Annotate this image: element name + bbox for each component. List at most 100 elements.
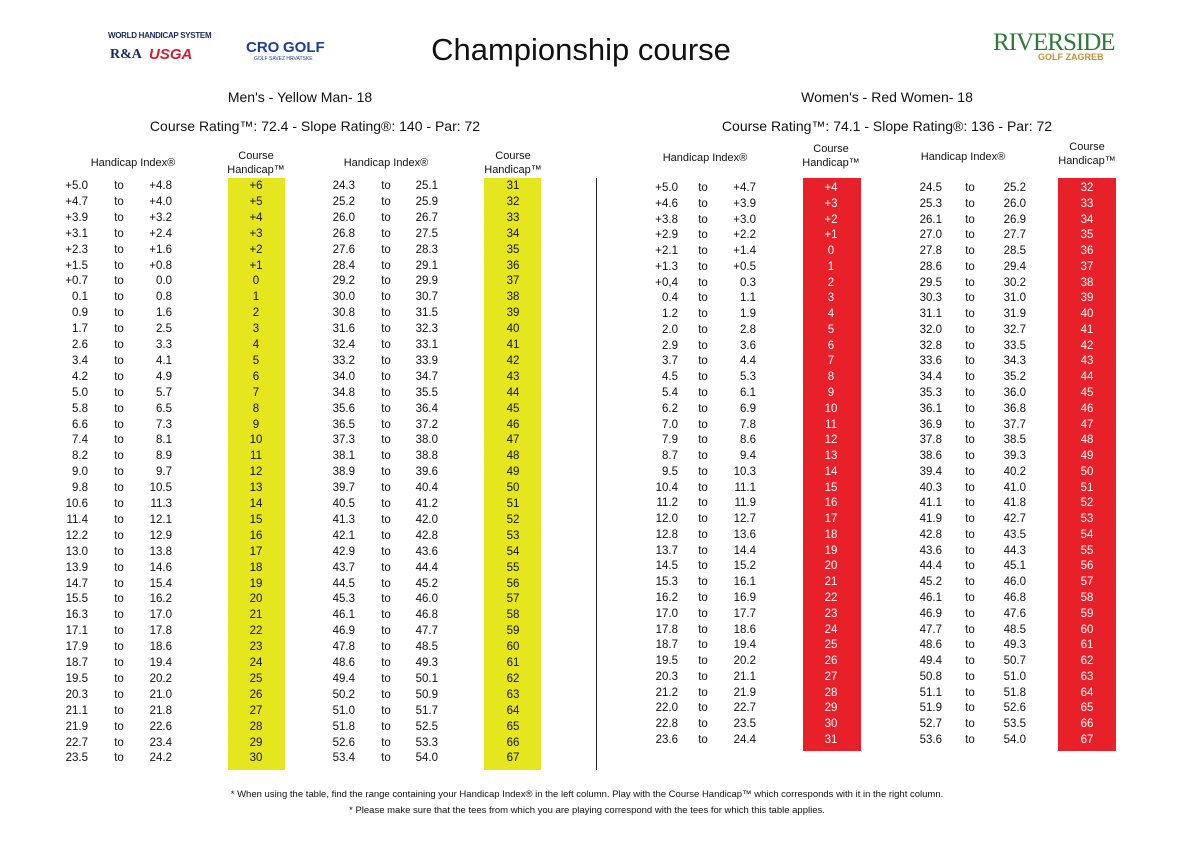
course-handicap: 47: [1080, 418, 1094, 431]
index-to: 21.9: [733, 686, 756, 699]
course-handicap: 30: [824, 718, 838, 731]
index-to: 53.5: [1003, 718, 1026, 731]
to-label: to: [698, 260, 708, 273]
course-handicap: 1: [827, 260, 835, 273]
index-from: +5.0: [655, 182, 678, 194]
course-handicap: 32: [506, 195, 520, 208]
index-to: 28.5: [1003, 245, 1026, 258]
course-handicap: 61: [506, 657, 520, 669]
index-to: 1.6: [156, 307, 172, 320]
course-handicap: 23: [824, 607, 838, 620]
course-handicap: 64: [1080, 686, 1094, 699]
course-handicap: 60: [1080, 623, 1094, 636]
index-to: 34.3: [1003, 355, 1026, 368]
index-to: 27.5: [415, 227, 438, 240]
to-label: to: [698, 197, 708, 210]
course-handicap: 10: [824, 402, 838, 415]
to-label: to: [381, 752, 391, 765]
index-from: 8.7: [662, 450, 678, 463]
course-handicap: 34: [1080, 213, 1094, 226]
index-from: 28.4: [332, 259, 355, 272]
index-to: 21.8: [149, 704, 172, 717]
course-handicap: 23: [249, 641, 263, 654]
index-from: 48.6: [332, 657, 355, 669]
index-from: 42.9: [332, 545, 355, 558]
index-from: 31.1: [919, 308, 942, 321]
course-handicap: 21: [249, 609, 263, 622]
index-to: 51.7: [415, 704, 438, 717]
to-label: to: [698, 418, 708, 431]
to-label: to: [698, 702, 708, 715]
course-handicap: 59: [506, 625, 520, 638]
to-label: to: [965, 733, 975, 746]
to-label: to: [114, 641, 124, 654]
course-handicap: 41: [1080, 323, 1094, 336]
index-to: 41.8: [1003, 497, 1026, 510]
to-label: to: [965, 465, 975, 478]
to-label: to: [965, 528, 975, 541]
ra-logo: R&A: [110, 47, 142, 62]
course-handicap: 14: [249, 498, 263, 510]
to-label: to: [381, 561, 391, 574]
to-label: to: [114, 259, 124, 272]
index-from: 32.0: [919, 323, 942, 336]
index-from: 46.1: [919, 592, 942, 605]
course-handicap: 5: [827, 323, 835, 336]
course-handicap: 45: [506, 402, 520, 415]
course-handicap: 35: [1080, 229, 1094, 242]
course-handicap: 49: [1080, 450, 1094, 463]
index-to: 6.9: [740, 402, 756, 415]
index-from: 14.7: [65, 577, 88, 590]
index-from: 33.2: [332, 354, 355, 367]
handicap-header: Course Handicap™: [227, 150, 285, 176]
index-to: 10.3: [733, 465, 756, 478]
index-from: 53.4: [332, 752, 355, 765]
index-from: 21.2: [655, 686, 678, 699]
course-handicap: 31: [506, 180, 520, 192]
index-to: 2.8: [740, 323, 756, 336]
to-label: to: [965, 497, 975, 510]
index-from: 53.6: [919, 733, 942, 746]
index-to: 36.8: [1003, 402, 1026, 415]
to-label: to: [698, 544, 708, 557]
course-handicap: 66: [1080, 718, 1094, 731]
to-label: to: [114, 291, 124, 304]
index-from: 17.1: [65, 625, 88, 638]
index-from: +0.7: [65, 275, 88, 288]
index-from: 20.3: [655, 670, 678, 683]
index-to: 30.7: [415, 291, 438, 304]
title: Championship course: [431, 32, 731, 67]
handicap-band: [228, 178, 285, 770]
index-from: 32.4: [332, 339, 355, 351]
to-label: to: [965, 481, 975, 494]
to-label: to: [114, 275, 124, 288]
index-from: 51.9: [919, 702, 942, 715]
index-from: 30.0: [332, 291, 355, 304]
index-to: 17.0: [149, 609, 172, 622]
course-handicap: 19: [249, 577, 263, 590]
to-label: to: [381, 259, 391, 272]
index-from: 41.3: [332, 513, 355, 526]
index-from: 12.0: [655, 513, 678, 526]
course-handicap: +4: [824, 182, 838, 194]
course-handicap: 66: [506, 736, 520, 749]
index-to: 8.9: [156, 450, 172, 463]
course-handicap: 6: [252, 370, 260, 383]
index-from: 30.8: [332, 307, 355, 320]
index-to: 7.3: [156, 418, 172, 431]
index-from: 39.7: [332, 482, 355, 495]
course-handicap: 64: [506, 704, 520, 717]
index-to: 22.7: [733, 702, 756, 715]
cro-logo: CRO: [246, 39, 280, 56]
to-label: to: [114, 672, 124, 685]
index-from: 9.8: [72, 482, 88, 495]
index-to: 23.5: [733, 718, 756, 731]
to-label: to: [114, 529, 124, 542]
index-from: 34.8: [332, 386, 355, 399]
to-label: to: [381, 275, 391, 288]
index-from: +2.1: [655, 245, 678, 258]
index-to: 4.1: [156, 354, 172, 367]
index-to: +0.8: [149, 259, 172, 272]
to-label: to: [698, 402, 708, 415]
index-header: Handicap Index®: [90, 157, 176, 169]
